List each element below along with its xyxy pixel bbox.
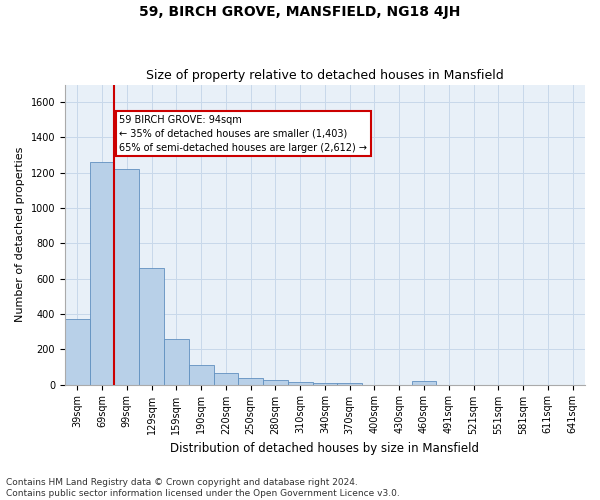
Bar — [263, 380, 288, 384]
Bar — [412, 381, 436, 384]
Bar — [337, 383, 362, 384]
Bar — [115, 170, 139, 384]
Bar — [65, 320, 89, 384]
Bar — [139, 268, 164, 384]
Title: Size of property relative to detached houses in Mansfield: Size of property relative to detached ho… — [146, 69, 504, 82]
Bar — [313, 383, 337, 384]
Bar — [288, 382, 313, 384]
Text: Contains HM Land Registry data © Crown copyright and database right 2024.
Contai: Contains HM Land Registry data © Crown c… — [6, 478, 400, 498]
Bar — [164, 338, 189, 384]
Bar — [214, 373, 238, 384]
Text: 59, BIRCH GROVE, MANSFIELD, NG18 4JH: 59, BIRCH GROVE, MANSFIELD, NG18 4JH — [139, 5, 461, 19]
Text: 59 BIRCH GROVE: 94sqm
← 35% of detached houses are smaller (1,403)
65% of semi-d: 59 BIRCH GROVE: 94sqm ← 35% of detached … — [119, 114, 367, 152]
X-axis label: Distribution of detached houses by size in Mansfield: Distribution of detached houses by size … — [170, 442, 479, 455]
Bar — [89, 162, 115, 384]
Bar — [189, 365, 214, 384]
Bar — [238, 378, 263, 384]
Y-axis label: Number of detached properties: Number of detached properties — [15, 147, 25, 322]
